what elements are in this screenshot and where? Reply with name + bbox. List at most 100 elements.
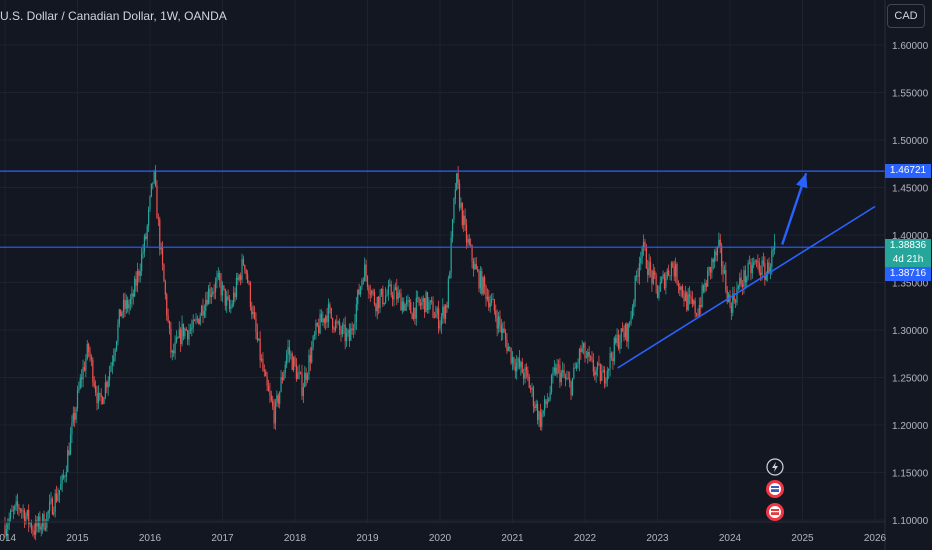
candle-body [716, 246, 719, 256]
y-tick-label: 1.40000 [892, 231, 929, 242]
candle-body [401, 301, 403, 311]
candle-body [497, 316, 500, 329]
candle-body [424, 298, 426, 313]
candle-body [400, 293, 402, 311]
candle-body [362, 280, 364, 282]
candle-body [113, 356, 115, 362]
candle-body [691, 298, 693, 304]
candle-body [737, 285, 739, 289]
candle-body [44, 527, 47, 530]
candle-body [383, 302, 385, 305]
candle-body [739, 277, 741, 286]
candle-body [697, 314, 699, 316]
candle-body [366, 276, 369, 287]
us-flag-event-icon[interactable] [766, 480, 784, 498]
candle-body [608, 368, 610, 371]
x-tick-label: 2016 [139, 533, 162, 544]
candle-body [298, 372, 300, 373]
candle-body [709, 267, 712, 273]
candle-body [769, 267, 772, 273]
candle-body [244, 264, 246, 270]
candle-body [532, 387, 535, 407]
candle-body [573, 367, 575, 379]
candle-body [701, 285, 703, 307]
candle-body [4, 524, 6, 536]
candle-body [42, 514, 44, 527]
candle-body [145, 236, 147, 239]
countdown-label: 4d 21h [885, 253, 931, 267]
candle-body [602, 369, 604, 373]
candle-body [358, 289, 360, 295]
candle-body [238, 275, 240, 280]
candle-body [111, 361, 113, 366]
candle-body [562, 370, 564, 373]
candle-body [79, 377, 81, 388]
y-tick-label: 1.30000 [892, 326, 929, 337]
candle-body [656, 285, 659, 298]
candle-body [386, 294, 388, 296]
candle-body [220, 280, 222, 296]
candle-body [103, 397, 105, 404]
candle-body [294, 357, 296, 365]
candle-body [74, 413, 76, 420]
candle-body [630, 317, 632, 324]
candle-body [124, 299, 126, 309]
candle-body [652, 270, 654, 284]
candle-body [347, 330, 349, 333]
candle-body [297, 372, 299, 380]
candle-body [761, 260, 763, 275]
candle-body [170, 328, 172, 353]
candle-body [259, 338, 261, 361]
candle-body [209, 288, 211, 298]
candle-body [520, 362, 522, 368]
candle-body [219, 273, 221, 281]
candle-body [252, 311, 254, 315]
candle-body [566, 378, 568, 380]
candle-body [748, 262, 751, 264]
candle-body [336, 321, 338, 323]
candle-body [51, 498, 54, 515]
arrow-head [795, 173, 808, 189]
candle-body [323, 318, 325, 323]
trend-line [617, 205, 876, 369]
candle-body [711, 259, 713, 273]
candle-body [535, 403, 537, 408]
candle-body [640, 257, 642, 264]
x-tick-label: 2017 [211, 533, 234, 544]
candle-body [488, 296, 490, 308]
candle-body [255, 318, 257, 332]
candle-body [545, 399, 547, 405]
candle-body [394, 287, 396, 291]
candle-body [492, 299, 494, 301]
lightning-icon[interactable] [766, 458, 784, 476]
candle-body [40, 526, 42, 530]
candle-body [472, 261, 475, 270]
candle-body [382, 288, 384, 305]
candle-body [67, 450, 69, 473]
candle-body [694, 300, 696, 314]
candle-body [189, 329, 192, 331]
candle-body [212, 291, 214, 295]
candle-body [93, 382, 95, 386]
candle-body [446, 305, 448, 308]
x-tick-label: 2018 [284, 533, 307, 544]
candle-body [538, 411, 540, 421]
ca-flag-event-icon[interactable] [766, 503, 784, 521]
candle-body [598, 363, 600, 365]
candle-body [435, 313, 437, 318]
candle-body [57, 495, 59, 501]
candle-body [465, 224, 468, 243]
candle-body [718, 239, 720, 247]
candle-body [343, 324, 345, 327]
candle-body [167, 315, 169, 321]
candle-body [514, 366, 516, 372]
candle-body [414, 307, 416, 319]
candle-body [563, 370, 565, 377]
candle-body [287, 347, 289, 355]
candle-body [213, 291, 215, 293]
currency-button[interactable]: CAD [887, 4, 925, 28]
candle-body [635, 275, 638, 277]
candle-body [502, 328, 504, 334]
candle-body [553, 367, 555, 373]
